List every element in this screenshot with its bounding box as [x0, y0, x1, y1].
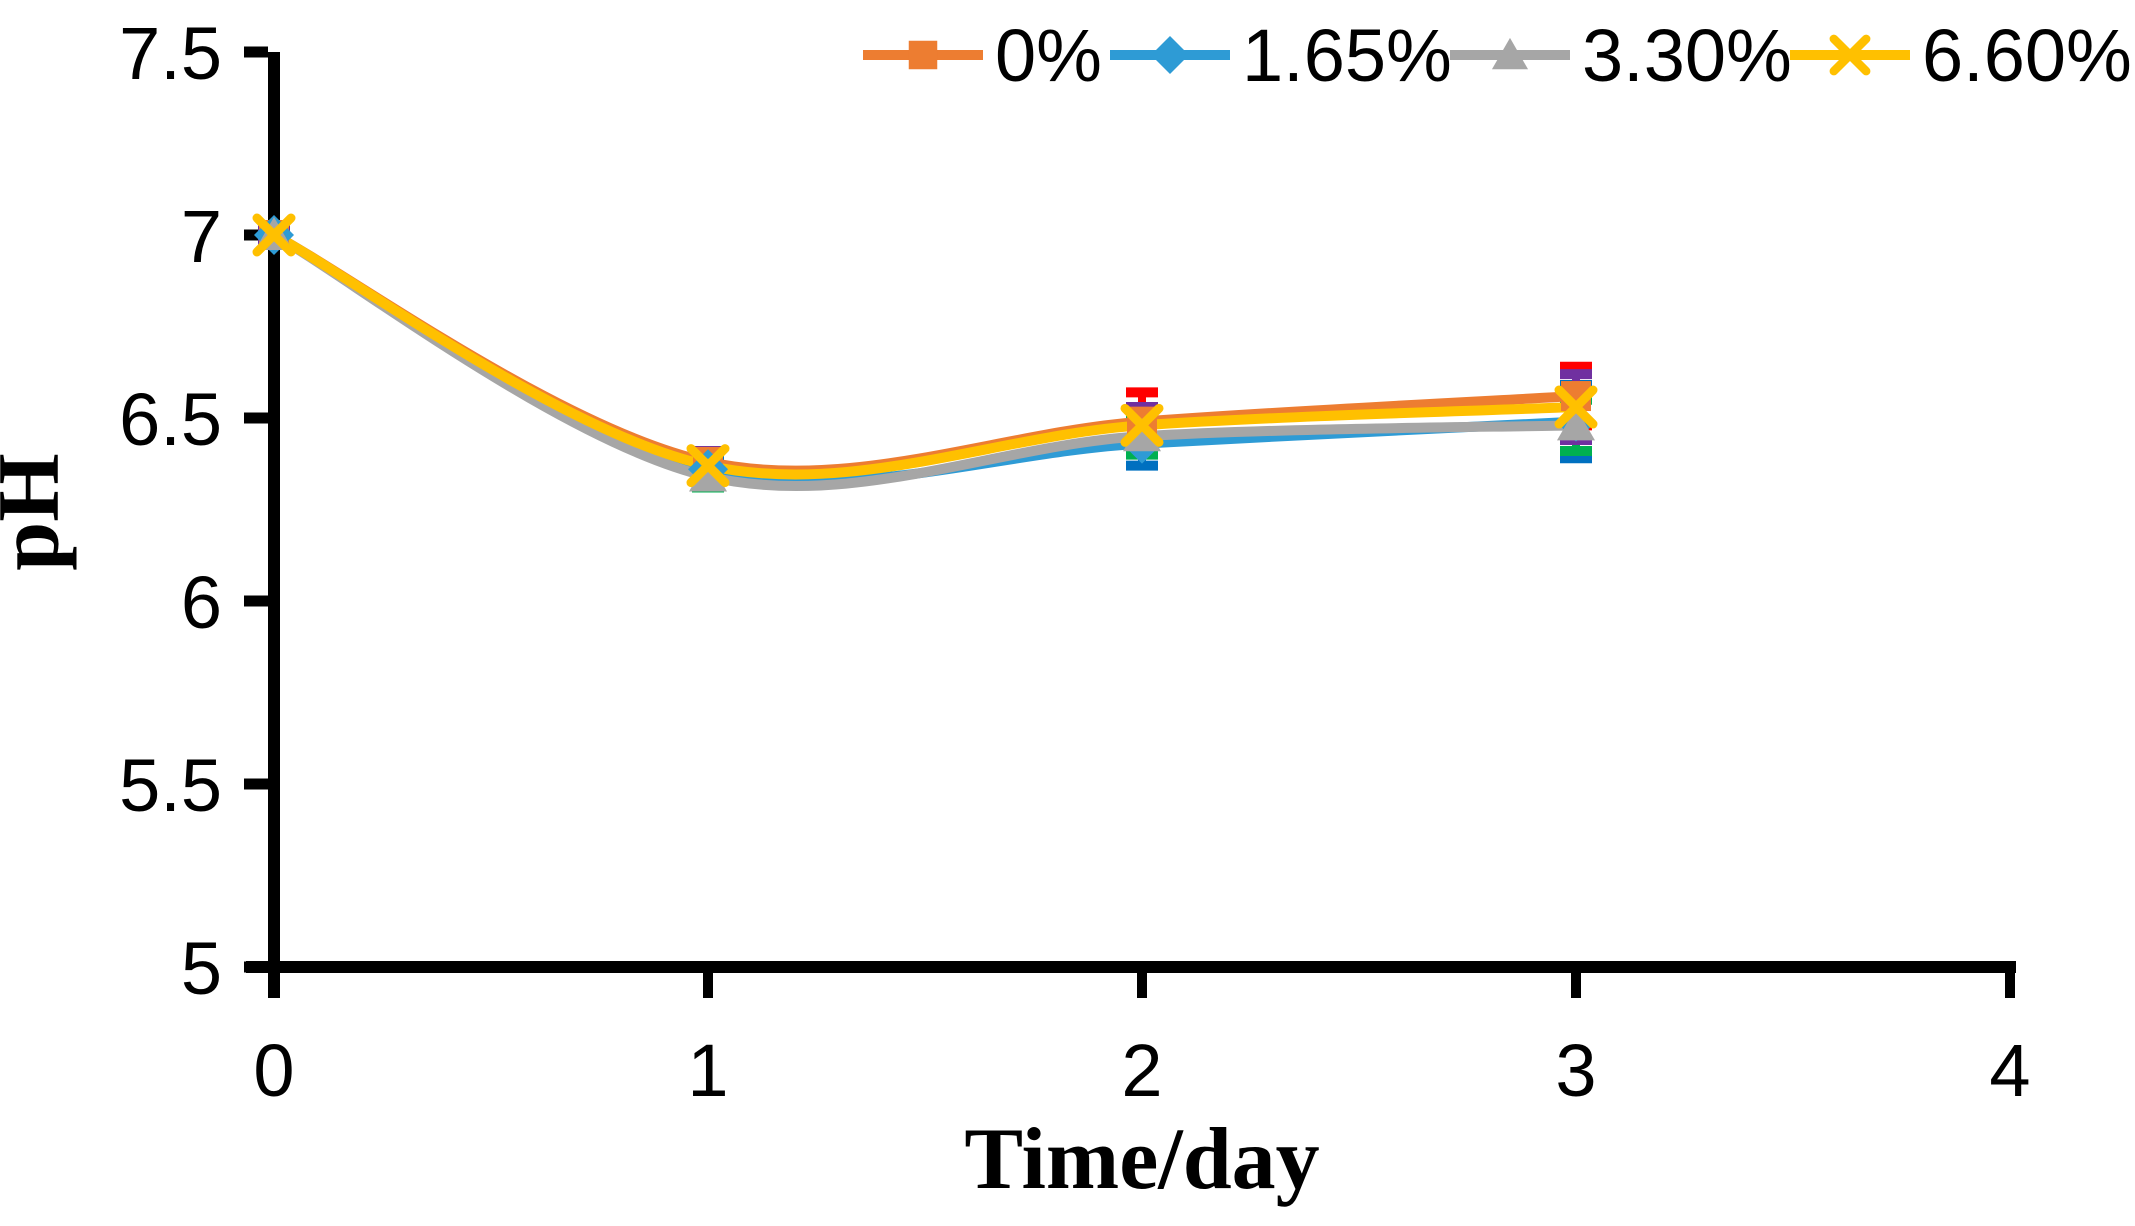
- x-marker-icon: [1554, 385, 1598, 429]
- legend-label: 6.60%: [1922, 14, 2132, 97]
- square-marker-icon: [908, 40, 938, 70]
- y-tick-label: 6: [181, 561, 222, 644]
- legend-item-6.60%: 6.60%: [1790, 14, 2132, 97]
- x-tick-label: 0: [253, 1029, 294, 1112]
- axes-layer: 5 5.5 6 6.5 7 7.5 0 1 2 3 4: [119, 12, 2030, 1112]
- triangle-marker-icon: [1123, 418, 1161, 452]
- triangle-marker-icon: [689, 458, 727, 492]
- x-marker-icon: [1829, 34, 1871, 76]
- legend-item-1.65%: 1.65%: [1110, 14, 1452, 97]
- diamond-marker-icon: [1151, 36, 1189, 74]
- x-tick-label: 2: [1121, 1029, 1162, 1112]
- x-axis-title: Time/day: [964, 1111, 1319, 1208]
- legend-label: 1.65%: [1242, 14, 1452, 97]
- x-tick-label: 1: [687, 1029, 728, 1112]
- y-axis-title: pH: [0, 453, 78, 570]
- series-markers-layer: [252, 213, 1598, 492]
- x-tick-label: 3: [1555, 1029, 1596, 1112]
- x-marker-icon: [686, 444, 730, 488]
- series-lines-layer: [269, 230, 1581, 491]
- legend-label: 3.30%: [1582, 14, 1792, 97]
- legend-label: 0%: [995, 14, 1102, 97]
- triangle-marker-icon: [1557, 407, 1595, 441]
- y-tick-label: 5.5: [119, 744, 222, 827]
- x-tick-label: 4: [1989, 1029, 2030, 1112]
- triangle-marker-icon: [1491, 37, 1529, 70]
- series-line-6.60%: [269, 230, 1581, 480]
- legend-item-3.30%: 3.30%: [1450, 14, 1792, 97]
- y-tick-label: 7.5: [119, 12, 222, 95]
- x-marker-icon: [252, 213, 296, 257]
- y-tick-label: 5: [181, 927, 222, 1010]
- legend: 0% 1.65% 3.30% 6.60%: [863, 14, 2132, 97]
- y-tick-label: 6.5: [119, 378, 222, 461]
- x-marker-icon: [1120, 403, 1164, 447]
- legend-item-0%: 0%: [863, 14, 1102, 97]
- y-tick-label: 7: [181, 195, 222, 278]
